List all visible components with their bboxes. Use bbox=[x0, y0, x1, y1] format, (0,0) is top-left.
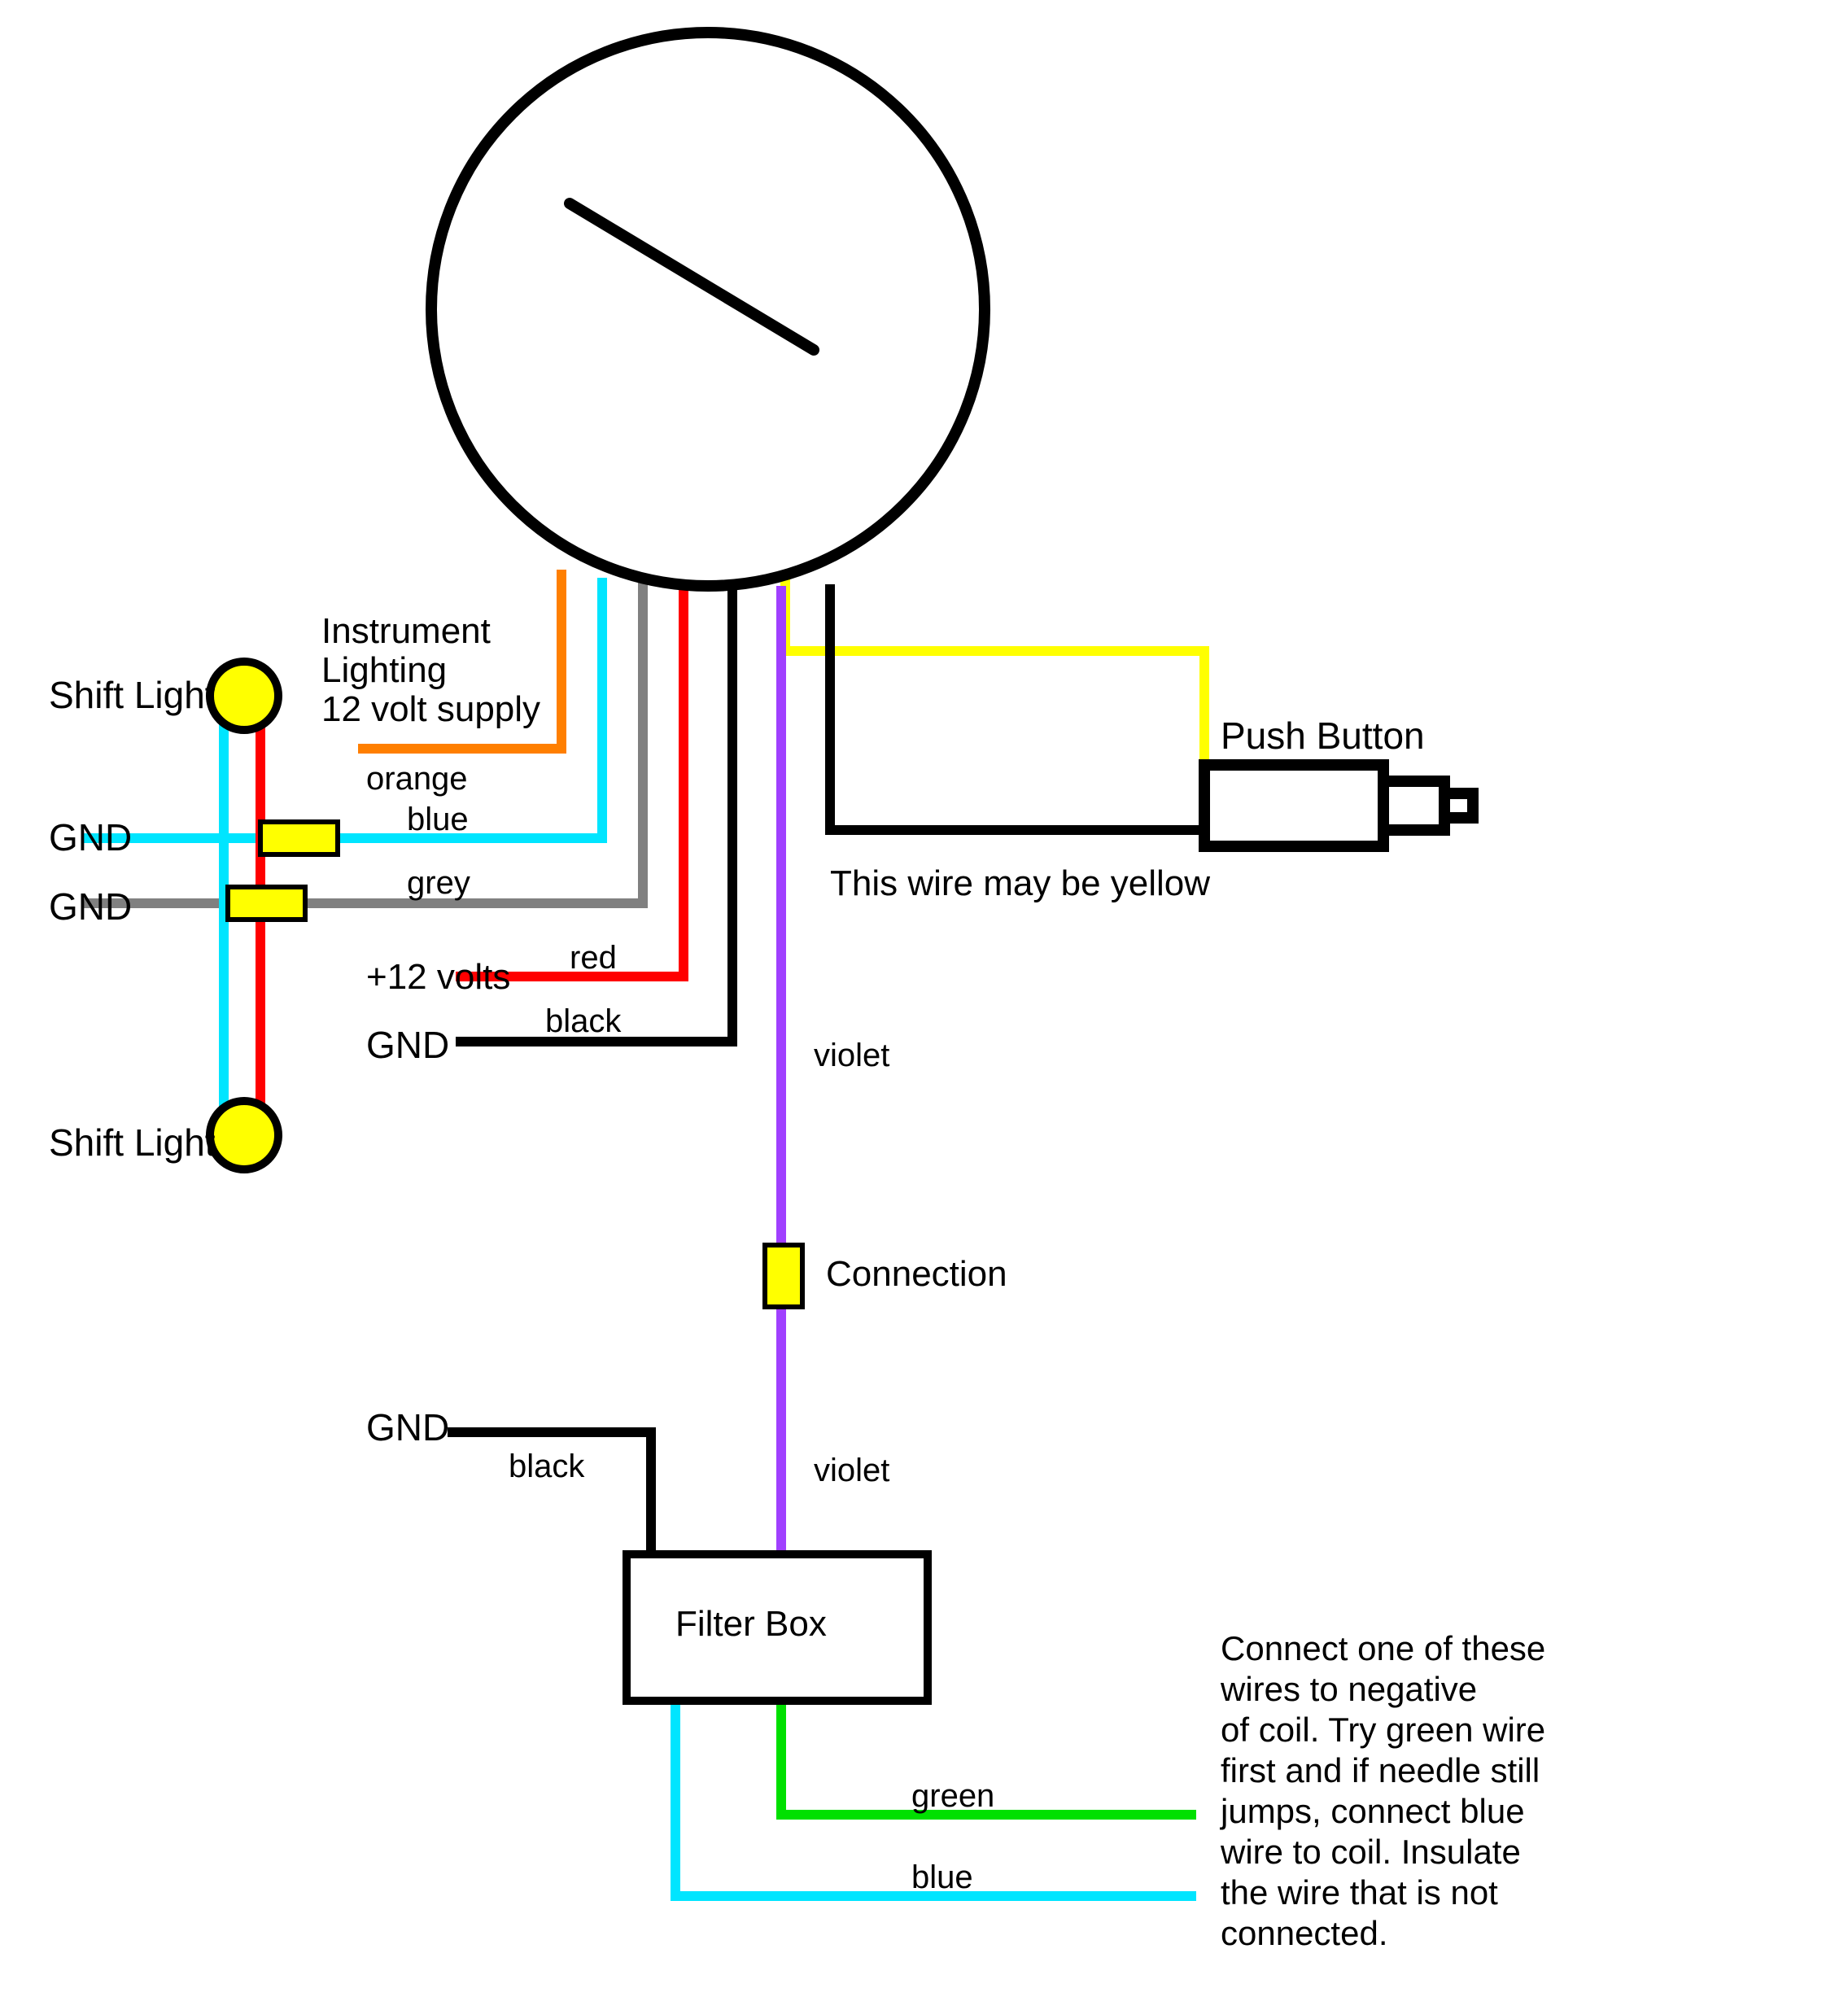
tachometer-gauge bbox=[431, 33, 985, 586]
instructions-line: connected. bbox=[1221, 1914, 1388, 1952]
shift-light-bot bbox=[210, 1101, 278, 1169]
label-blue_out: blue bbox=[911, 1859, 973, 1895]
label-instr1: Instrument bbox=[321, 611, 491, 651]
instructions-line: the wire that is not bbox=[1221, 1873, 1498, 1912]
wire-black-push bbox=[830, 584, 1204, 830]
label-blue: blue bbox=[407, 802, 469, 837]
label-shift_light_bot: Shift Light bbox=[49, 1121, 216, 1164]
instructions-line: wire to coil. Insulate bbox=[1220, 1833, 1521, 1871]
conn-violet bbox=[765, 1245, 802, 1307]
label-volts12: +12 volts bbox=[366, 957, 510, 997]
label-red: red bbox=[570, 940, 617, 976]
label-gnd2: GND bbox=[49, 885, 132, 928]
coil-instructions: Connect one of thesewires to negativeof … bbox=[1219, 1629, 1545, 1952]
label-violet2: violet bbox=[814, 1453, 889, 1488]
conn-grey bbox=[228, 887, 305, 920]
label-violet1: violet bbox=[814, 1038, 889, 1073]
wire-yellow bbox=[785, 578, 1204, 793]
shift-light-top bbox=[210, 662, 278, 730]
label-shift_light_top: Shift Light bbox=[49, 674, 216, 716]
instructions-line: of coil. Try green wire bbox=[1221, 1711, 1545, 1749]
instructions-line: first and if needle still bbox=[1221, 1751, 1540, 1789]
push-button-plunger bbox=[1383, 781, 1444, 830]
label-gnd3: GND bbox=[366, 1024, 449, 1066]
label-black2: black bbox=[509, 1449, 585, 1484]
label-may_yellow: This wire may be yellow bbox=[830, 863, 1210, 903]
label-connection: Connection bbox=[826, 1254, 1007, 1294]
label-orange: orange bbox=[366, 761, 468, 797]
instructions-line: wires to negative bbox=[1220, 1670, 1477, 1708]
label-instr2: Lighting bbox=[321, 650, 447, 690]
filter-box-label: Filter Box bbox=[675, 1604, 827, 1644]
conn-blue bbox=[260, 822, 338, 854]
label-gnd4: GND bbox=[366, 1406, 449, 1449]
push-button-body bbox=[1204, 765, 1383, 846]
label-gnd1: GND bbox=[49, 816, 132, 859]
label-instr3: 12 volt supply bbox=[321, 689, 540, 729]
instructions-line: Connect one of these bbox=[1221, 1629, 1545, 1667]
push-button-tip bbox=[1444, 793, 1473, 818]
label-black: black bbox=[545, 1003, 622, 1039]
label-grey: grey bbox=[407, 865, 470, 901]
label-green_out: green bbox=[911, 1778, 994, 1814]
label-push_button: Push Button bbox=[1221, 714, 1425, 757]
instructions-line: jumps, connect blue bbox=[1219, 1792, 1525, 1830]
